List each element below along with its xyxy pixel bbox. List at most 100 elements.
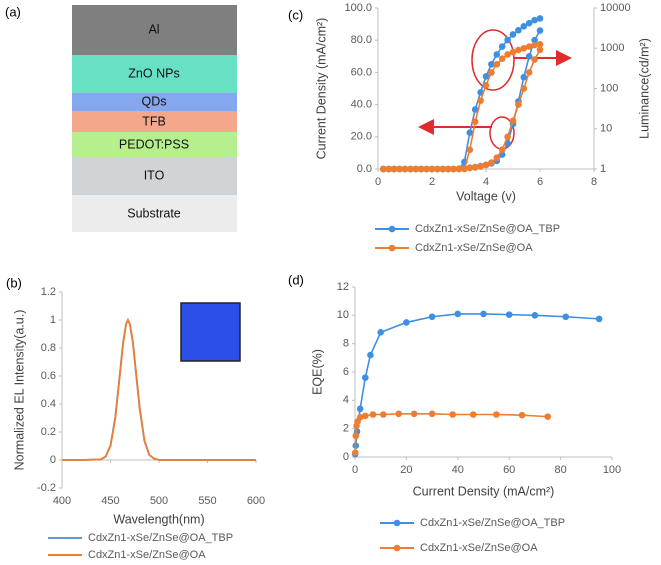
data-point bbox=[520, 73, 528, 81]
y-tick-label: 100.0 bbox=[344, 2, 372, 14]
x-tick-label: 20 bbox=[400, 464, 412, 476]
layer bbox=[72, 195, 237, 232]
emission-inset bbox=[180, 302, 241, 362]
x-tick-label: 100 bbox=[603, 464, 621, 476]
y-tick-label: 0.8 bbox=[41, 342, 56, 354]
layer bbox=[72, 157, 237, 195]
x-tick-label: 4 bbox=[483, 176, 489, 188]
y-axis-label: Current Density (mA/cm²) bbox=[314, 18, 328, 160]
data-point bbox=[498, 43, 506, 50]
data-point bbox=[466, 164, 474, 172]
data-point bbox=[471, 118, 479, 125]
data-point bbox=[498, 55, 506, 63]
y2-axis-label: Luminance(cd/m²) bbox=[637, 38, 651, 139]
data-point bbox=[395, 410, 402, 418]
x-tick-label: 6 bbox=[537, 176, 543, 188]
data-point bbox=[351, 449, 359, 457]
data-point bbox=[520, 44, 528, 52]
y2-tick-label: 1000 bbox=[600, 42, 624, 54]
data-point bbox=[471, 106, 479, 113]
x-tick-label: 2 bbox=[429, 176, 435, 188]
y-tick-label: -0.2 bbox=[37, 482, 56, 494]
data-point bbox=[469, 411, 477, 418]
legend-label: CdxZn1-xSe/ZnSe@OA_TBP bbox=[88, 532, 233, 544]
layer bbox=[72, 111, 237, 132]
data-point bbox=[401, 165, 409, 173]
data-point bbox=[536, 46, 544, 54]
data-point bbox=[410, 410, 418, 418]
y-tick-label: 10 bbox=[337, 309, 349, 321]
x-tick-label: 8 bbox=[591, 176, 597, 188]
data-point bbox=[531, 41, 538, 49]
x-tick-label: 0 bbox=[375, 176, 381, 188]
data-point bbox=[520, 23, 528, 30]
x-tick-label: 450 bbox=[101, 495, 119, 507]
series-line bbox=[383, 49, 541, 170]
data-point bbox=[498, 146, 506, 153]
data-point bbox=[525, 19, 533, 27]
y2-tick-label: 10000 bbox=[600, 2, 631, 14]
data-point bbox=[380, 165, 387, 173]
y-tick-label: 4 bbox=[343, 394, 349, 406]
data-point bbox=[450, 165, 457, 173]
data-point bbox=[466, 146, 474, 154]
layer bbox=[72, 132, 237, 157]
x-tick-label: 550 bbox=[198, 495, 216, 507]
y-tick-label: 80.0 bbox=[351, 34, 372, 46]
y-tick-label: 20.0 bbox=[351, 131, 372, 143]
data-point bbox=[504, 36, 511, 44]
data-point bbox=[403, 319, 410, 326]
x-tick-label: 500 bbox=[150, 495, 168, 507]
data-point bbox=[390, 165, 398, 173]
data-point bbox=[428, 410, 436, 418]
y-tick-label: 0.6 bbox=[41, 370, 56, 382]
series-line bbox=[354, 313, 600, 455]
data-point bbox=[531, 56, 538, 63]
y-tick-label: 2 bbox=[343, 423, 349, 435]
x-axis-label: Wavelength(nm) bbox=[113, 512, 204, 526]
highlight-circle bbox=[471, 29, 515, 91]
layer bbox=[72, 55, 237, 93]
chart: (d) 0 2 4 6 8 10 12 0 20 40 60 80 100 Current Density … bbox=[288, 272, 621, 553]
data-point bbox=[369, 411, 377, 418]
series-line bbox=[354, 412, 548, 453]
layer-label: PEDOT:PSS bbox=[119, 137, 189, 151]
data-point bbox=[361, 374, 369, 381]
data-point bbox=[509, 117, 517, 124]
data-point bbox=[504, 133, 511, 141]
data-point bbox=[356, 405, 364, 413]
data-point bbox=[595, 315, 603, 323]
legend-label: CdxZn1-xSe/ZnSe@OA bbox=[88, 549, 206, 561]
data-point bbox=[505, 311, 513, 318]
y-tick-label: 6 bbox=[343, 366, 349, 378]
y-tick-label: 60.0 bbox=[351, 66, 372, 78]
panel-label: (b) bbox=[6, 275, 22, 290]
data-point bbox=[515, 26, 522, 34]
x-tick-label: 60 bbox=[503, 464, 515, 476]
y2-tick-label: 10 bbox=[600, 123, 612, 135]
layer-label: ITO bbox=[144, 168, 165, 182]
series-line bbox=[62, 317, 256, 461]
x-tick-label: 80 bbox=[554, 464, 566, 476]
data-point bbox=[361, 412, 369, 420]
data-point bbox=[455, 165, 463, 173]
data-point bbox=[434, 165, 441, 173]
layer-label: ZnO NPs bbox=[128, 66, 179, 80]
legend-label: CdxZn1-xSe/ZnSe@OA bbox=[415, 242, 533, 254]
y-tick-label: 0 bbox=[50, 454, 56, 466]
data-point bbox=[477, 97, 484, 104]
layer-label: QDs bbox=[142, 94, 167, 108]
y-tick-label: 40.0 bbox=[351, 99, 372, 111]
data-point bbox=[536, 41, 544, 48]
data-point bbox=[428, 165, 436, 173]
data-point bbox=[531, 16, 538, 24]
panel-label: (c) bbox=[288, 7, 303, 22]
data-point bbox=[471, 164, 479, 171]
data-point bbox=[454, 310, 462, 318]
y-tick-label: 0.0 bbox=[357, 163, 372, 175]
data-point bbox=[428, 313, 436, 321]
legend-marker bbox=[393, 519, 401, 527]
legend-label: CdxZn1-xSe/ZnSe@OA bbox=[420, 542, 538, 554]
data-point bbox=[439, 165, 447, 173]
